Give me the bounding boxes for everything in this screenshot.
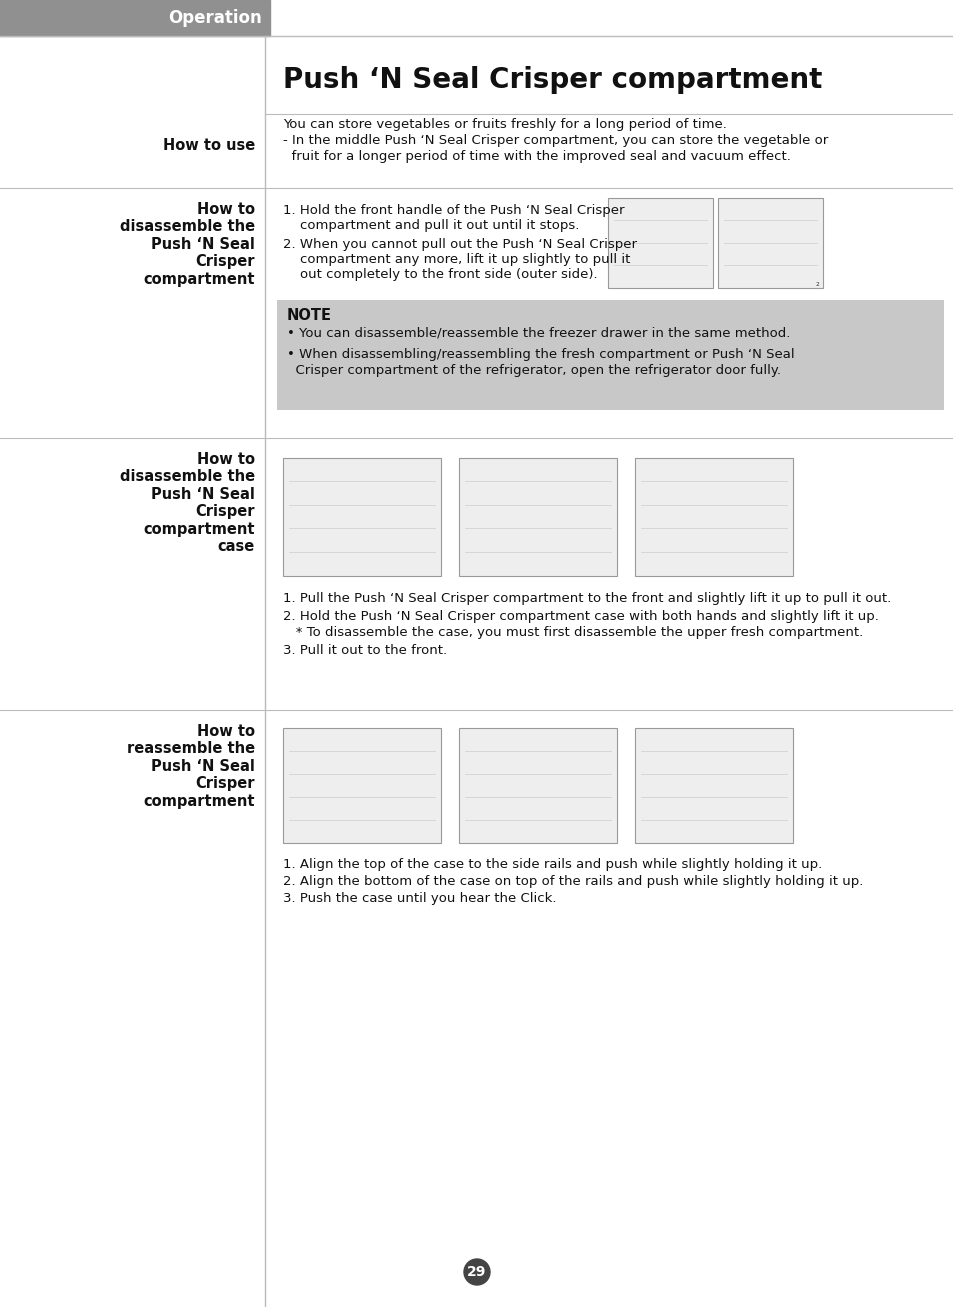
Text: 1. Align the top of the case to the side rails and push while slightly holding i: 1. Align the top of the case to the side… [283,857,821,870]
Bar [283,457,440,576]
Text: You can store vegetables or fruits freshly for a long period of time.: You can store vegetables or fruits fresh… [283,118,726,131]
Text: • You can disassemble/reassemble the freezer drawer in the same method.: • You can disassemble/reassemble the fre… [287,325,789,339]
Text: * To disassemble the case, you must first disassemble the upper fresh compartmen: * To disassemble the case, you must firs… [283,626,862,639]
Text: 3. Pull it out to the front.: 3. Pull it out to the front. [283,644,447,657]
Text: NOTE: NOTE [287,308,332,323]
Text: How to
disassemble the
Push ‘N Seal
Crisper
compartment: How to disassemble the Push ‘N Seal Cris… [120,203,254,286]
Text: 1. Pull the Push ‘N Seal Crisper compartment to the front and slightly lift it u: 1. Pull the Push ‘N Seal Crisper compart… [283,592,890,605]
Bar [607,197,712,288]
Text: 2. Hold the Push ‘N Seal Crisper compartment case with both hands and slightly l: 2. Hold the Push ‘N Seal Crisper compart… [283,610,878,623]
Bar [718,197,822,288]
Text: - In the middle Push ‘N Seal Crisper compartment, you can store the vegetable or: - In the middle Push ‘N Seal Crisper com… [283,135,827,146]
Text: 29: 29 [467,1265,486,1280]
Bar [458,728,617,843]
Text: 3. Push the case until you hear the Click.: 3. Push the case until you hear the Clic… [283,891,556,904]
Bar [0,0,270,37]
Bar [635,457,792,576]
Text: How to
reassemble the
Push ‘N Seal
Crisper
compartment: How to reassemble the Push ‘N Seal Crisp… [127,724,254,809]
Text: out completely to the front side (outer side).: out completely to the front side (outer … [283,268,597,281]
Text: 1. Hold the front handle of the Push ‘N Seal Crisper: 1. Hold the front handle of the Push ‘N … [283,204,624,217]
Text: compartment and pull it out until it stops.: compartment and pull it out until it sto… [283,220,578,233]
Bar [458,457,617,576]
Text: fruit for a longer period of time with the improved seal and vacuum effect.: fruit for a longer period of time with t… [283,150,790,163]
Bar [283,728,440,843]
Text: 2. Align the bottom of the case on top of the rails and push while slightly hold: 2. Align the bottom of the case on top o… [283,874,862,887]
Text: • When disassembling/reassembling the fresh compartment or Push ‘N Seal: • When disassembling/reassembling the fr… [287,348,794,361]
Text: ²: ² [814,282,818,291]
Text: 2. When you cannot pull out the Push ‘N Seal Crisper: 2. When you cannot pull out the Push ‘N … [283,238,637,251]
Bar [635,728,792,843]
Text: Operation: Operation [168,9,262,27]
Text: How to use: How to use [163,139,254,153]
Text: compartment any more, lift it up slightly to pull it: compartment any more, lift it up slightl… [283,254,630,267]
Text: Push ‘N Seal Crisper compartment: Push ‘N Seal Crisper compartment [283,65,821,94]
Text: How to
disassemble the
Push ‘N Seal
Crisper
compartment
case: How to disassemble the Push ‘N Seal Cris… [120,452,254,554]
Circle shape [463,1259,490,1285]
Bar [276,301,943,410]
Text: Crisper compartment of the refrigerator, open the refrigerator door fully.: Crisper compartment of the refrigerator,… [287,365,781,376]
